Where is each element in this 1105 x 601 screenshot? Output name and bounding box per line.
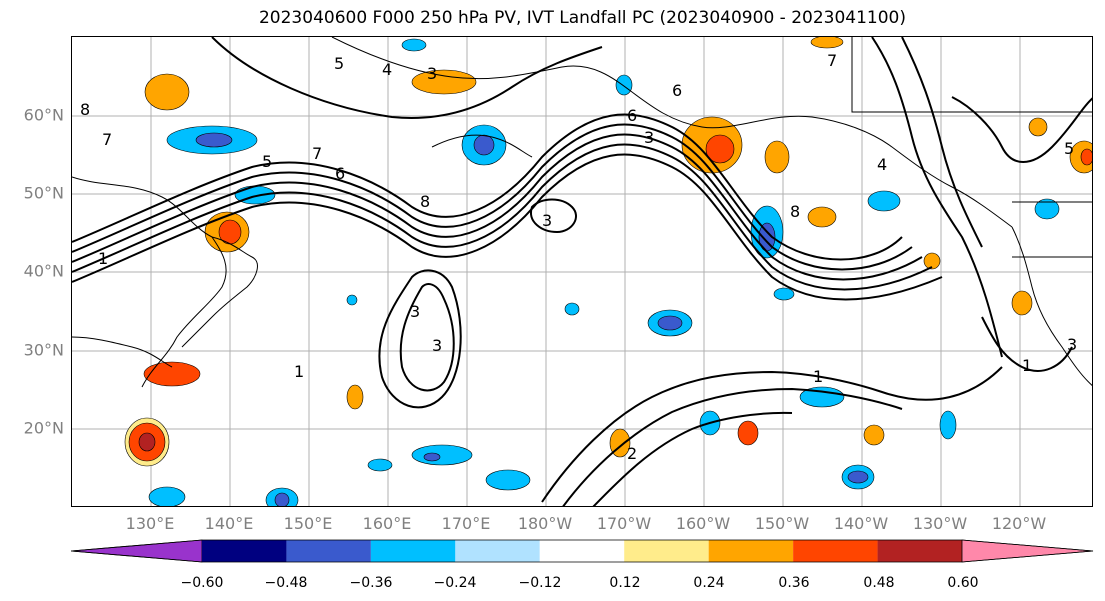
contour-label: 1 [98,249,108,268]
colorbar-tick-label: −0.60 [180,575,224,591]
contour-label: 7 [312,144,322,163]
lon-label-150e: 150°E [283,514,333,533]
contour-label: 3 [432,336,442,355]
lon-label-130e: 130°E [125,514,175,533]
lat-label-60n: 60°N [23,105,64,125]
contour-label: 3 [542,211,552,230]
lon-label-180w: 180°W [517,514,573,533]
contour-label: 8 [790,202,800,221]
colorbar-segment [624,540,709,562]
colorbar-tick-label: −0.36 [349,575,393,591]
ivt-shading [124,37,1092,506]
contour-label: 5 [334,54,344,73]
lat-label-20n: 20°N [23,418,64,438]
coastlines [72,37,1092,388]
colorbar-segment [539,540,625,562]
contour-label: 1 [1022,356,1032,375]
lon-label-160e: 160°E [362,514,412,533]
colorbar-extension-low [71,539,203,563]
colorbar-segment [370,540,456,562]
contour-label: 3 [427,64,437,83]
contour-label: 5 [1064,139,1074,158]
lat-label-40n: 40°N [23,261,64,281]
colorbar-segment [793,540,878,562]
pv-contours [72,37,1092,506]
lon-label-150w: 150°W [754,514,810,533]
graticule [72,37,1092,506]
contour-label: 4 [877,155,887,174]
contour-labels: 1 1 1 1 2 3 3 3 3 3 3 4 4 5 5 5 6 6 6 7 … [80,51,1077,463]
map-title: 2023040600 F000 250 hPa PV, IVT Landfall… [258,8,906,28]
colorbar-segment [286,540,371,562]
contour-label: 8 [80,100,90,119]
map-panel: 1 1 1 1 2 3 3 3 3 3 3 4 4 5 5 5 6 6 6 7 … [71,36,1093,507]
lon-label-120w: 120°W [991,514,1047,533]
colorbar-tick-label: −0.48 [264,575,308,591]
contour-label: 3 [644,128,654,147]
contour-label: 6 [335,164,345,183]
colorbar-tick-label: −0.24 [433,575,477,591]
contour-label: 5 [262,152,272,171]
lat-label-50n: 50°N [23,183,64,203]
colorbar [71,539,1094,563]
colorbar-extension-high [961,539,1094,563]
map-canvas: 1 1 1 1 2 3 3 3 3 3 3 4 4 5 5 5 6 6 6 7 … [72,37,1092,506]
contour-label: 4 [382,60,392,79]
lon-label-160w: 160°W [675,514,731,533]
contour-label: 3 [410,302,420,321]
colorbar-segment [202,540,287,562]
contour-label: 1 [294,362,304,381]
colorbar-segment [877,540,962,562]
contour-label: 2 [627,444,637,463]
colorbar-tick-label: 0.60 [947,575,979,591]
contour-label: 7 [827,51,837,70]
colorbar-tick-label: 0.24 [693,575,725,591]
colorbar-tick-label: 0.36 [778,575,810,591]
contour-label: 3 [1067,335,1077,354]
lon-label-170w: 170°W [596,514,652,533]
colorbar-tick-label: 0.12 [609,575,641,591]
contour-label: 8 [420,192,430,211]
colorbar-outline [71,539,1094,563]
lon-label-130w: 130°W [912,514,968,533]
lon-label-140e: 140°E [204,514,254,533]
colorbar-tick-label: −0.12 [518,575,562,591]
colorbar-tick-label: 0.48 [863,575,895,591]
lon-label-140w: 140°W [833,514,889,533]
lon-label-170e: 170°E [441,514,491,533]
lat-label-30n: 30°N [23,340,64,360]
colorbar-segment [708,540,794,562]
contour-label: 6 [627,106,637,125]
contour-label: 6 [672,81,682,100]
contour-label: 1 [813,367,823,386]
contour-label: 7 [102,130,112,149]
colorbar-segment [455,540,540,562]
